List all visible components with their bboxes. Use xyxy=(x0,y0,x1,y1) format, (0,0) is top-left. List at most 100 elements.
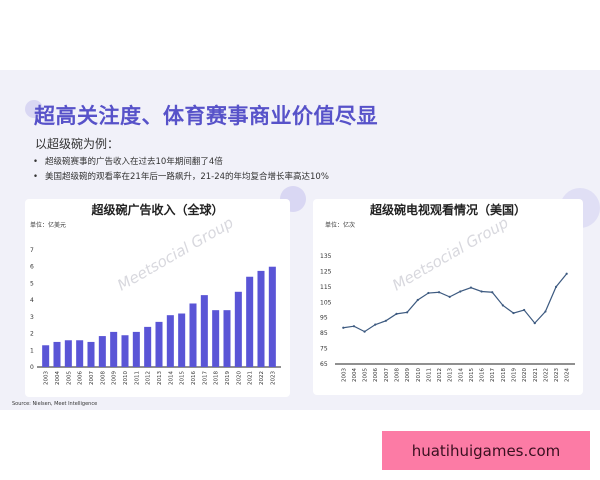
bar xyxy=(189,303,197,367)
x-tick-label: 2005 xyxy=(363,368,369,382)
bar xyxy=(200,295,208,367)
x-tick-label: 2012 xyxy=(146,371,152,385)
x-tick-label: 2023 xyxy=(270,371,276,385)
y-tick-label: 7 xyxy=(30,247,34,254)
x-tick-label: 2011 xyxy=(426,368,432,382)
x-tick-label: 2016 xyxy=(191,371,197,385)
y-tick-label: 125 xyxy=(320,268,332,275)
x-tick-label: 2015 xyxy=(180,371,186,385)
x-tick-label: 2010 xyxy=(123,371,129,385)
x-tick-label: 2021 xyxy=(533,368,539,382)
page-title: 超高关注度、体育赛事商业价值尽显 xyxy=(34,104,378,128)
x-tick-label: 2021 xyxy=(248,371,254,385)
data-point xyxy=(480,290,483,293)
data-point xyxy=(374,323,377,326)
data-point xyxy=(416,298,419,302)
y-tick-label: 4 xyxy=(30,297,34,304)
y-tick-label: 1 xyxy=(30,347,34,354)
x-tick-label: 2014 xyxy=(168,371,174,385)
x-tick-label: 2006 xyxy=(78,371,84,385)
x-tick-label: 2018 xyxy=(501,368,507,382)
data-point xyxy=(448,295,451,298)
x-tick-label: 2009 xyxy=(112,371,118,385)
data-point xyxy=(469,286,473,289)
x-tick-label: 2003 xyxy=(44,371,50,385)
x-tick-label: 2015 xyxy=(469,368,475,382)
x-tick-label: 2013 xyxy=(448,368,454,382)
bar xyxy=(64,340,72,367)
x-tick-label: 2023 xyxy=(554,368,560,382)
x-tick-label: 2004 xyxy=(55,371,61,385)
bullet-text: 超级碗赛事的广告收入在过去10年期间翻了4倍 xyxy=(45,157,223,167)
y-tick-label: 105 xyxy=(320,299,332,306)
bar xyxy=(98,336,106,367)
bar xyxy=(246,276,254,367)
y-tick-label: 65 xyxy=(320,361,328,368)
data-point xyxy=(554,285,558,288)
data-point xyxy=(544,310,547,313)
bar xyxy=(144,326,152,367)
x-tick-label: 2011 xyxy=(134,371,140,385)
x-tick-label: 2008 xyxy=(100,371,106,385)
x-tick-label: 2006 xyxy=(373,368,379,382)
data-point xyxy=(459,290,462,293)
y-tick-label: 2 xyxy=(30,331,34,338)
bullet-item: • 超级碗赛事的广告收入在过去10年期间翻了4倍 xyxy=(33,157,223,167)
y-tick-label: 85 xyxy=(320,330,328,337)
y-tick-label: 0 xyxy=(30,364,34,371)
x-tick-label: 2022 xyxy=(543,368,549,382)
data-point xyxy=(384,319,387,322)
bar xyxy=(76,340,84,367)
bar xyxy=(87,341,95,367)
data-point xyxy=(437,291,441,294)
bar-chart-title: 超级碗广告收入（全球） xyxy=(91,203,224,217)
x-tick-label: 2009 xyxy=(405,368,411,382)
bullet-item: • 美国超级碗的观看率在21年后一路飙升，21-24的年均复合增长率高达10% xyxy=(33,172,329,182)
bar xyxy=(155,321,163,367)
x-tick-label: 2019 xyxy=(512,368,518,382)
bar xyxy=(268,266,276,367)
decorative-circle xyxy=(25,100,43,118)
x-tick-label: 2005 xyxy=(66,371,72,385)
x-tick-label: 2019 xyxy=(225,371,231,385)
y-tick-label: 75 xyxy=(320,346,328,353)
data-point xyxy=(427,291,430,295)
site-badge[interactable]: huatihuigames.com xyxy=(382,431,590,470)
intro-text: 以超级碗为例： xyxy=(35,137,120,151)
y-tick-label: 3 xyxy=(30,314,34,321)
line-chart-title: 超级碗电视观看情况（美国） xyxy=(369,203,526,217)
y-tick-label: 115 xyxy=(320,284,332,291)
bar xyxy=(121,335,129,367)
bar xyxy=(132,331,140,367)
data-point xyxy=(512,311,515,315)
data-point xyxy=(565,272,568,275)
source-note: Source: Nielsen, Meet Intelligence xyxy=(12,401,98,407)
y-tick-label: 95 xyxy=(320,315,328,322)
y-tick-label: 6 xyxy=(30,264,34,271)
line-chart-card xyxy=(313,199,583,395)
x-tick-label: 2013 xyxy=(157,371,163,385)
y-tick-label: 135 xyxy=(320,253,332,260)
series-line xyxy=(343,273,568,333)
y-tick-label: 5 xyxy=(30,280,34,287)
data-point xyxy=(501,304,504,307)
x-tick-label: 2016 xyxy=(480,368,486,382)
x-tick-label: 2014 xyxy=(458,368,464,382)
data-point xyxy=(533,322,536,325)
bar xyxy=(42,345,50,367)
data-point xyxy=(491,291,494,294)
x-tick-label: 2003 xyxy=(341,368,347,382)
data-point xyxy=(406,311,409,314)
x-tick-label: 2020 xyxy=(236,371,242,385)
data-point xyxy=(352,325,356,328)
x-tick-label: 2020 xyxy=(522,368,528,382)
data-point xyxy=(395,312,398,315)
bar xyxy=(166,315,174,367)
bar-chart-unit: 单位：亿美元 xyxy=(30,222,67,229)
bar xyxy=(257,270,265,367)
bar xyxy=(178,313,186,367)
x-tick-label: 2012 xyxy=(437,368,443,382)
x-tick-label: 2004 xyxy=(352,368,358,382)
bar xyxy=(234,291,242,367)
